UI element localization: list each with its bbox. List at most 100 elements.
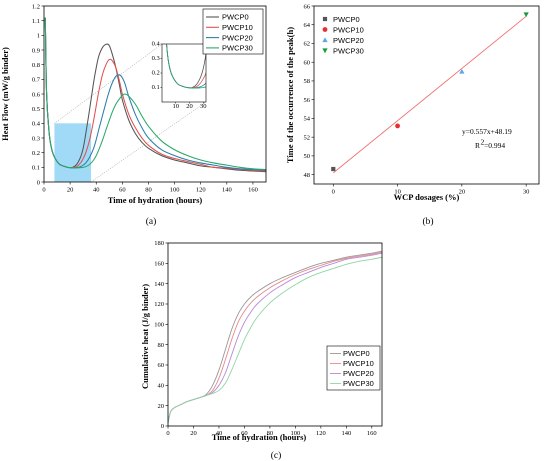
panel-b-fit-line — [333, 15, 527, 174]
panel-a-y-tick-label: 1.2 — [32, 3, 40, 10]
panel-a-series-pwcp30 — [44, 17, 266, 171]
panel-b-label: (b) — [422, 216, 433, 227]
panel-c-y-axis-title: Cumulative heat (J/g binder) — [140, 284, 150, 389]
inset-x-tick-label: 30 — [200, 103, 207, 110]
panel-a-y-tick-label: 0.8 — [32, 62, 40, 69]
panel-a-y-tick-label: 0.5 — [32, 106, 40, 113]
panel-c-y-tick-label: 160 — [154, 261, 164, 268]
panel-c-legend-label: PWCP10 — [343, 359, 374, 368]
panel-c-y-tick-label: 120 — [154, 301, 164, 308]
panel-c-x-tick-label: 0 — [166, 430, 169, 437]
inset-x-tick-label: 20 — [186, 103, 193, 110]
panel-b-legend-marker — [322, 27, 328, 32]
panel-b-x-tick-label: 30 — [523, 189, 530, 196]
panel-a-y-tick-label: 0.6 — [32, 91, 41, 98]
panel-a-curves — [44, 17, 266, 173]
inset-y-tick-label: 0.4 — [152, 41, 161, 48]
inset-x-tick-label: 10 — [173, 103, 180, 110]
panel-a-x-tick-label: 40 — [93, 187, 100, 194]
panel-c-series-pwcp30 — [168, 256, 382, 424]
panel-c-legend-label: PWCP0 — [343, 349, 370, 358]
panel-c-x-tick-label: 60 — [241, 430, 248, 437]
panel-a-label: (a) — [146, 216, 157, 227]
panel-a-x-tick-label: 160 — [248, 187, 258, 194]
panel-b-legend-marker — [322, 16, 328, 22]
inset-series-pwcp30 — [166, 44, 206, 89]
panel-c-y-tick-label: 80 — [158, 342, 165, 349]
panel-b-y-tick-label: 60 — [304, 59, 311, 66]
panel-b-x-tick-label: 10 — [394, 189, 401, 196]
panel-b-r-squared-exponent: 2 — [481, 138, 485, 147]
panel-a-y-tick-label: 1 — [37, 33, 40, 40]
panel-a-legend-label: PWCP20 — [222, 33, 253, 42]
panel-b-x-axis-title: WCP dosages (%) — [394, 192, 460, 202]
panel-a-x-tick-label: 60 — [119, 187, 126, 194]
panel-a-x-tick-label: 140 — [222, 187, 232, 194]
panel-c-plot-frame — [167, 242, 383, 427]
panel-a-x-tick-label: 100 — [170, 187, 180, 194]
inset-y-tick-label: 0.3 — [152, 55, 160, 62]
panel-b-point-pwcp10 — [395, 123, 400, 129]
panel-c-legend-label: PWCP20 — [343, 369, 374, 378]
panel-a-zoom-guide — [54, 43, 163, 124]
panel-a-y-tick-label: 1.1 — [32, 18, 40, 25]
inset-y-tick-label: 0.2 — [152, 70, 160, 77]
panel-a-legend-label: PWCP30 — [222, 44, 253, 53]
panel-c: 0 20 40 60 80 100 120 140 160 0 20 40 60 80 100 120 140 1… — [140, 240, 383, 461]
panel-c-x-tick-label: 120 — [316, 430, 326, 437]
panel-c-y-tick-label: 140 — [154, 281, 164, 288]
panel-a-y-tick-label: 0.4 — [32, 121, 41, 128]
panel-b-legend-label: PWCP30 — [333, 46, 364, 55]
panel-b-point-pwcp20 — [459, 68, 465, 74]
panel-c-x-tick-label: 160 — [367, 430, 377, 437]
panel-b-x-tick-label: 0 — [332, 189, 335, 196]
inset-background — [162, 44, 206, 102]
inset-curves — [166, 44, 206, 89]
panel-b-y-tick-label: 66 — [304, 3, 311, 10]
panel-a-y-tick-label: 0 — [37, 179, 40, 186]
panel-c-x-tick-label: 40 — [216, 430, 223, 437]
panel-a: 0 20 40 60 80 100 120 140 16000.10.20.30.40.50.6… — [0, 3, 267, 227]
panel-b-y-tick-label: 48 — [304, 172, 311, 179]
panel-c-curves — [168, 250, 382, 424]
panel-b-y-tick-label: 62 — [304, 41, 311, 48]
panel-a-x-axis-title: Time of hydration (hours) — [108, 195, 203, 205]
panel-c-y-tick-label: 40 — [158, 383, 165, 390]
panel-b-y-tick-label: 52 — [304, 134, 311, 141]
panel-a-highlight-region — [54, 123, 92, 182]
panel-a-y-tick-label: 0.9 — [32, 47, 40, 54]
panel-b-legend-label: PWCP10 — [333, 25, 364, 34]
panel-a-y-tick-label: 0.1 — [32, 165, 40, 172]
panel-c-label: (c) — [271, 450, 282, 461]
panel-c-y-tick-label: 100 — [154, 322, 164, 329]
panel-b-legend-label: PWCP20 — [333, 36, 364, 45]
panel-a-y-tick-label: 0.7 — [32, 77, 41, 84]
panel-a-x-tick-label: 120 — [196, 187, 206, 194]
panel-a-x-tick-label: 0 — [42, 187, 45, 194]
panel-b-y-tick-label: 50 — [304, 153, 311, 160]
panel-b-y-tick-label: 64 — [304, 22, 311, 29]
panel-b-legend-label: PWCP0 — [333, 15, 360, 24]
panel-c-y-tick-label: 60 — [158, 362, 165, 369]
panel-c-x-tick-label: 140 — [341, 430, 351, 437]
panel-b-plot-frame — [313, 5, 540, 185]
panel-b-x-tick-label: 20 — [459, 189, 466, 196]
panel-b-y-tick-label: 58 — [304, 78, 311, 85]
panel-c-legend-label: PWCP30 — [343, 379, 374, 388]
panel-a-legend-label: PWCP10 — [222, 23, 253, 32]
panel-b-legend-marker — [322, 37, 328, 43]
panel-b-r-squared: R — [475, 141, 480, 150]
panel-b-y-tick-label: 54 — [304, 116, 311, 123]
panel-a-legend-label: PWCP0 — [222, 13, 249, 22]
panel-a-y-tick-label: 0.3 — [32, 135, 40, 142]
panel-c-x-axis-title: Time of hydration (hours) — [212, 432, 307, 442]
panel-a-x-tick-label: 20 — [67, 187, 74, 194]
panel-b-r-squared-value: =0.994 — [484, 141, 505, 150]
panel-a-y-axis-title: Heat Flow (mW/g binder) — [0, 47, 10, 141]
panel-c-x-tick-label: 100 — [291, 430, 301, 437]
panel-b-point-pwcp0 — [331, 166, 336, 172]
panel-c-y-tick-label: 180 — [154, 240, 164, 247]
panel-b-point-pwcp30 — [523, 12, 529, 18]
